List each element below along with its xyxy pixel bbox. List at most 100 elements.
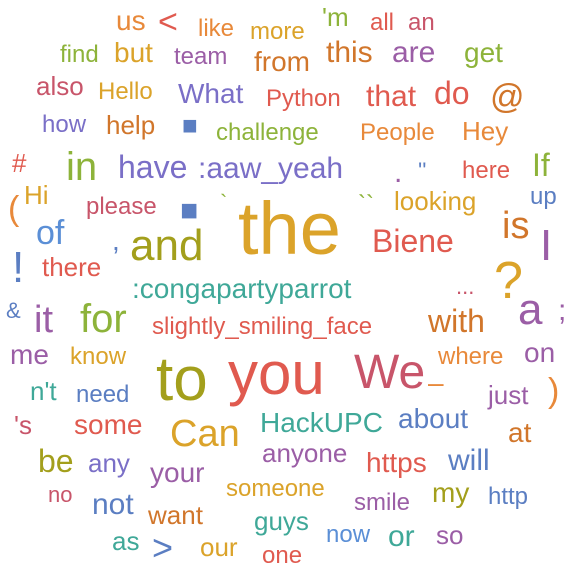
cloud-word: that — [366, 80, 417, 113]
cloud-word: but — [114, 37, 153, 68]
cloud-word: http — [488, 483, 528, 510]
cloud-word: – — [428, 367, 444, 398]
cloud-word: just — [487, 380, 529, 410]
cloud-word: guys — [254, 506, 309, 536]
cloud-word: do — [434, 75, 470, 111]
cloud-word: all — [370, 9, 394, 36]
cloud-word: ! — [12, 243, 24, 292]
cloud-word: more — [250, 18, 305, 45]
cloud-word: from — [254, 46, 310, 77]
cloud-word: Python — [266, 85, 341, 112]
cloud-word: looking — [394, 186, 476, 216]
cloud-word: < — [158, 3, 178, 41]
cloud-word: ■ — [180, 194, 198, 227]
cloud-word: > — [152, 527, 173, 568]
cloud-word: where — [437, 343, 503, 370]
cloud-word: What — [178, 78, 244, 109]
cloud-word: :congapartyparrot — [132, 273, 352, 304]
cloud-word: ? — [494, 252, 523, 310]
cloud-word: ■ — [182, 110, 198, 140]
cloud-word: no — [48, 482, 72, 507]
cloud-word: please — [86, 193, 157, 220]
cloud-word: help — [106, 110, 155, 140]
cloud-word: anyone — [262, 438, 347, 468]
cloud-word: about — [398, 403, 468, 434]
cloud-word: is — [502, 205, 529, 247]
cloud-word: with — [427, 303, 485, 339]
cloud-word: and — [130, 221, 203, 270]
cloud-word: how — [42, 111, 87, 138]
cloud-word: of — [36, 214, 65, 252]
cloud-word: 's — [14, 410, 32, 440]
cloud-word: as — [112, 526, 139, 556]
cloud-word: for — [80, 297, 127, 341]
cloud-word: you — [228, 340, 325, 407]
cloud-word: not — [92, 488, 134, 521]
cloud-word: Hey — [462, 116, 508, 146]
cloud-word: be — [38, 443, 74, 479]
cloud-word: HackUPC — [260, 407, 383, 438]
cloud-word: `` — [358, 191, 374, 218]
cloud-word: now — [326, 521, 371, 548]
cloud-word: us — [116, 5, 146, 36]
cloud-word: will — [447, 444, 490, 477]
cloud-word: n't — [30, 376, 57, 406]
cloud-word: there — [42, 252, 101, 282]
cloud-word: https — [366, 447, 427, 478]
cloud-word: We — [354, 346, 425, 399]
cloud-word: . — [394, 156, 402, 189]
cloud-word: any — [88, 448, 130, 478]
cloud-word: or — [388, 520, 415, 553]
cloud-word: need — [76, 381, 129, 408]
cloud-word: your — [150, 457, 204, 488]
cloud-word: @ — [490, 78, 525, 116]
cloud-word: know — [70, 343, 127, 370]
cloud-word: :aaw_yeah — [198, 152, 343, 185]
cloud-word: & — [6, 298, 21, 323]
cloud-word: it — [34, 299, 53, 341]
cloud-word: in — [66, 145, 97, 189]
cloud-word: get — [464, 37, 503, 68]
cloud-word: this — [326, 36, 373, 69]
cloud-word: an — [408, 9, 435, 36]
cloud-word: a — [518, 285, 543, 334]
cloud-word: are — [392, 36, 435, 69]
cloud-word: like — [198, 15, 234, 42]
cloud-word: I — [540, 221, 552, 270]
cloud-word: team — [174, 43, 227, 70]
cloud-word: Biene — [372, 223, 454, 259]
cloud-word: so — [436, 520, 463, 550]
cloud-word: our — [200, 532, 238, 562]
cloud-word: to — [156, 345, 208, 414]
cloud-word: ` — [220, 190, 227, 215]
cloud-word: at — [508, 417, 532, 448]
cloud-word: smile — [354, 489, 410, 516]
cloud-word: , — [112, 225, 120, 256]
cloud-word: slightly_smiling_face — [152, 313, 372, 340]
cloud-word: me — [10, 339, 49, 370]
cloud-word: also — [36, 71, 84, 101]
cloud-word: here — [462, 157, 510, 184]
cloud-word: the — [238, 187, 341, 270]
cloud-word: '' — [418, 158, 426, 183]
cloud-word: want — [147, 500, 204, 530]
cloud-word: If — [532, 147, 550, 183]
cloud-word: Hello — [98, 78, 153, 105]
cloud-word: one — [262, 542, 302, 569]
cloud-word: ; — [558, 294, 566, 327]
cloud-word: have — [118, 149, 187, 185]
cloud-word: 'm — [322, 2, 349, 32]
cloud-word: ( — [8, 190, 20, 228]
cloud-word: Hi — [24, 180, 49, 210]
cloud-word: on — [524, 337, 555, 368]
cloud-word: up — [530, 183, 557, 210]
cloud-word: find — [60, 41, 99, 68]
cloud-word: my — [432, 477, 469, 508]
cloud-word: someone — [226, 475, 325, 502]
cloud-word: ... — [456, 274, 474, 299]
cloud-word: People — [360, 119, 435, 146]
cloud-word: challenge — [216, 119, 319, 146]
cloud-word: Can — [170, 413, 240, 455]
cloud-word: ) — [548, 372, 559, 410]
